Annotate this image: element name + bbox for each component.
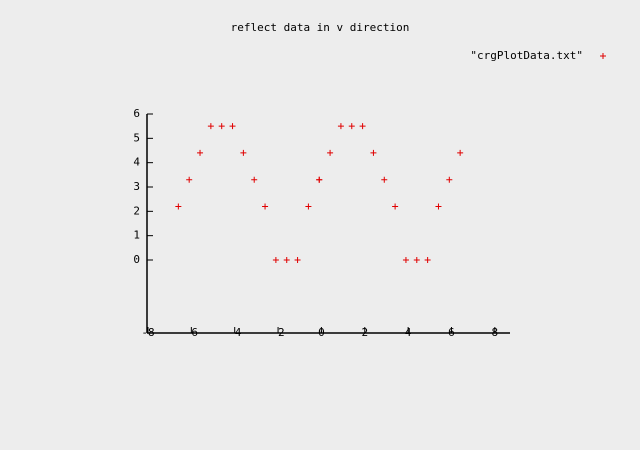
point [262, 203, 269, 210]
x-tick-label: -4 [228, 326, 242, 339]
point [251, 176, 258, 183]
x-tick-label: 0 [318, 326, 325, 339]
point [402, 257, 409, 263]
point [283, 257, 290, 263]
point [218, 123, 225, 130]
point [370, 149, 377, 156]
x-tick-label: 6 [448, 326, 455, 339]
point [305, 203, 312, 210]
point [381, 176, 388, 183]
point [186, 176, 193, 183]
point [457, 149, 464, 156]
y-tick-label: 1 [133, 229, 140, 242]
point [337, 123, 344, 130]
chart-title: reflect data in v direction [231, 21, 410, 34]
point [294, 257, 301, 263]
y-tick-label: 0 [133, 253, 140, 266]
point [229, 123, 236, 130]
point [348, 123, 355, 130]
point [327, 149, 334, 156]
point [272, 257, 279, 263]
y-tick-label: 2 [133, 204, 140, 217]
point [435, 203, 442, 210]
x-tick-label: 8 [492, 326, 499, 339]
x-tick-label: 2 [361, 326, 368, 339]
legend-label: "crgPlotData.txt" [470, 49, 583, 62]
x-tick-label: 4 [405, 326, 412, 339]
y-tick-label: 6 [133, 107, 140, 120]
point [392, 203, 399, 210]
y-tick-label: 4 [133, 156, 140, 169]
point [446, 176, 453, 183]
point [413, 257, 420, 263]
point [197, 149, 204, 156]
x-tick-label: -8 [141, 326, 154, 339]
legend-marker [600, 53, 606, 59]
y-tick-label: 5 [133, 131, 140, 144]
x-tick-label: -6 [185, 326, 198, 339]
y-tick-label: 3 [133, 180, 140, 193]
x-tick-label: -2 [271, 326, 284, 339]
point [316, 176, 323, 183]
point [359, 123, 366, 130]
point [207, 123, 214, 130]
point [240, 149, 247, 156]
point [424, 257, 431, 263]
point [175, 203, 182, 210]
